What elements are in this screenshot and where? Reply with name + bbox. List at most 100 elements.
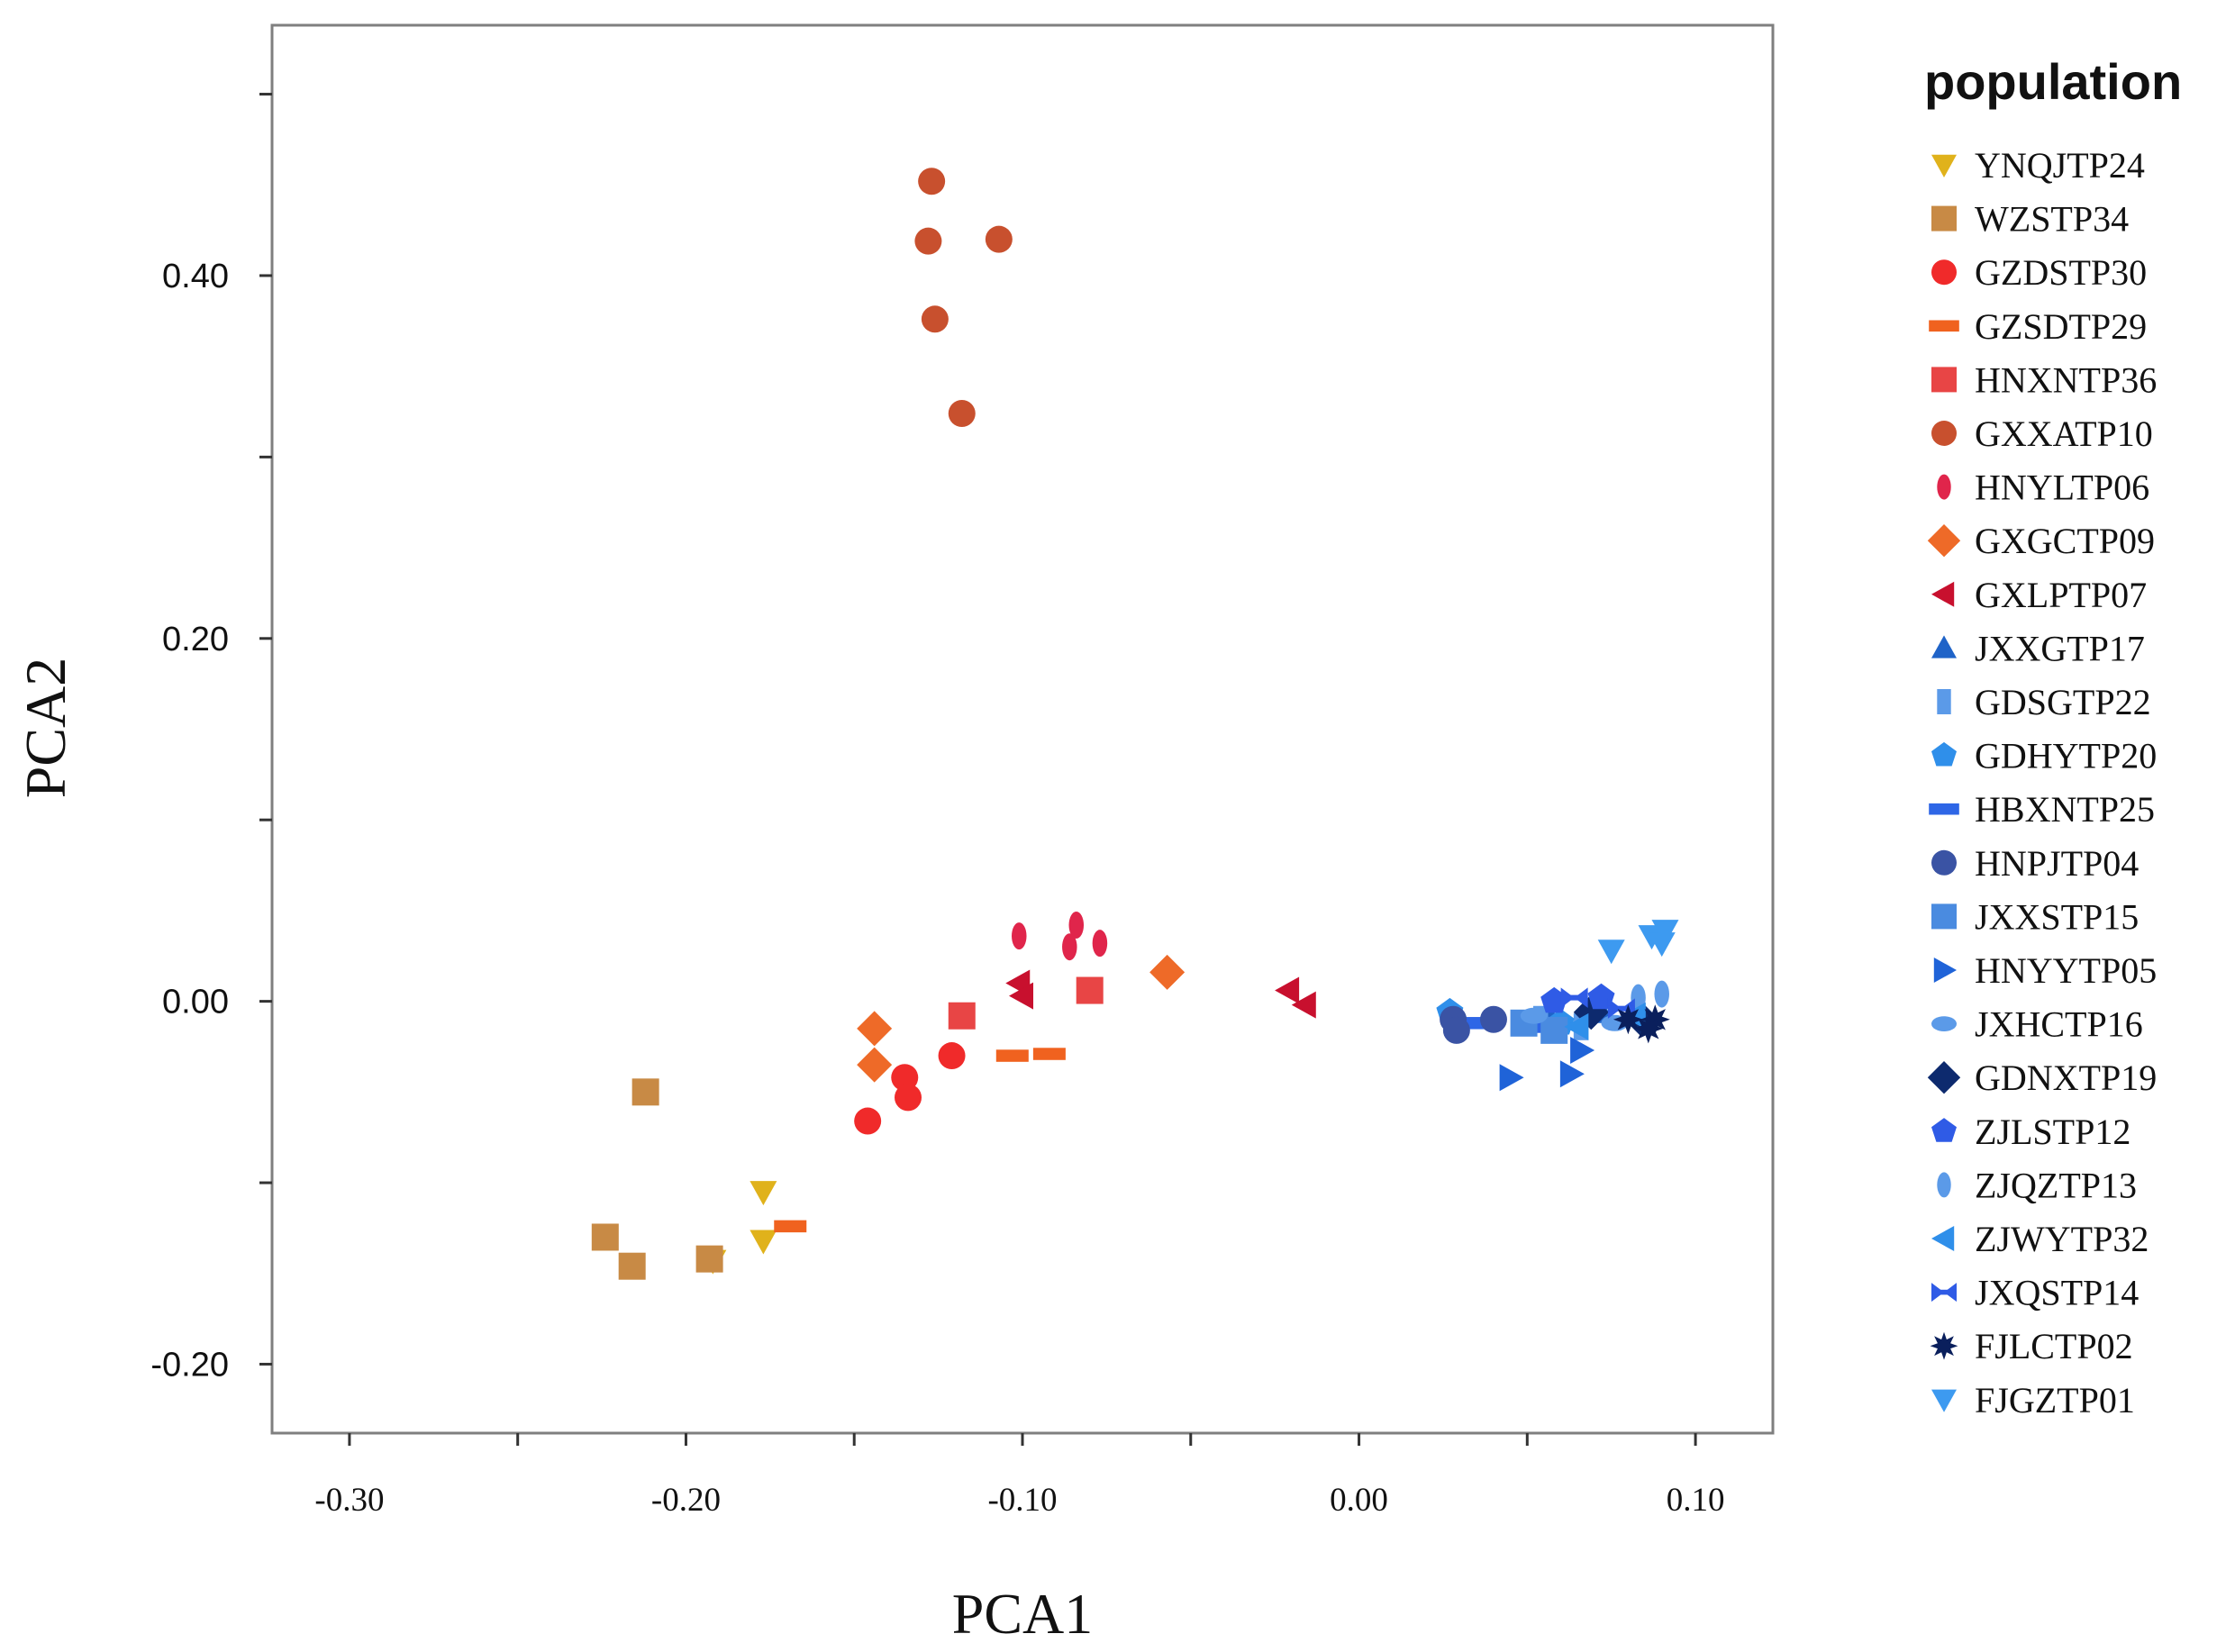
legend-label: FJLCTP02: [1975, 1326, 2133, 1366]
data-point: [854, 1107, 882, 1135]
y-tick-label: 0.40: [162, 258, 229, 295]
y-axis-title: PCA2: [14, 658, 77, 799]
legend-item: HNPJTP04: [1931, 843, 2139, 884]
legend-title: population: [1924, 53, 2182, 110]
legend-label: GDNXTP19: [1975, 1057, 2157, 1098]
legend-marker: [1931, 741, 1957, 767]
x-tick-label: -0.20: [651, 1482, 721, 1519]
legend-item: JXXSTP15: [1931, 896, 2139, 937]
legend-label: HBXNTP25: [1975, 789, 2155, 830]
legend-marker: [1931, 635, 1957, 658]
data-point: [750, 1230, 777, 1255]
data-point: [1076, 976, 1104, 1004]
data-point: [1012, 922, 1027, 950]
legend-label: JXHCTP16: [1975, 1004, 2143, 1045]
data-point: [948, 400, 976, 428]
legend-label: GZSDTP29: [1975, 306, 2147, 347]
legend-item: JXXGTP17: [1931, 628, 2145, 668]
legend-marker: [1929, 320, 1959, 332]
legend-marker: [1931, 581, 1955, 607]
legend-marker: [1931, 154, 1957, 177]
data-point: [914, 227, 942, 255]
series-HNXNTP36: [948, 976, 1104, 1030]
legend-item: GDNXTP19: [1927, 1057, 2157, 1098]
data-point: [985, 225, 1013, 253]
legend-label: GDSGTP22: [1975, 682, 2151, 722]
data-point: [1499, 1064, 1524, 1092]
data-point: [1633, 1013, 1664, 1044]
legend-item: GXGCTP09: [1927, 521, 2155, 561]
data-point: [1540, 1016, 1568, 1044]
legend-label: GZDSTP30: [1975, 252, 2147, 293]
legend-label: FJGZTP01: [1975, 1380, 2135, 1421]
legend-marker: [1930, 1331, 1958, 1360]
series-HNPJTP04: [1440, 1005, 1507, 1044]
data-point: [918, 168, 946, 195]
legend-marker: [1931, 903, 1957, 930]
legend-item: GXXATP10: [1931, 413, 2153, 454]
legend-marker: [1931, 1016, 1957, 1031]
legend-label: ZJQZTP13: [1975, 1165, 2137, 1205]
legend-label: GXGCTP09: [1975, 521, 2155, 561]
data-point: [1068, 912, 1085, 939]
data-point: [995, 1049, 1029, 1062]
data-point: [1597, 939, 1625, 965]
data-point: [774, 1220, 807, 1233]
legend-item: JXQSTP14: [1931, 1273, 2139, 1313]
data-point: [695, 1245, 723, 1273]
series-HNYYTP05: [1499, 1037, 1595, 1092]
legend-marker: [1937, 474, 1951, 500]
legend-item: YNQJTP24: [1931, 145, 2145, 186]
data-point: [857, 1011, 893, 1047]
y-tick-label: -0.20: [150, 1346, 229, 1384]
data-point: [1559, 1060, 1585, 1088]
legend-marker: [1937, 689, 1951, 714]
legend-item: ZJQZTP13: [1937, 1165, 2137, 1205]
axes: -0.20 0.00 0.20 0.40 -0.30 -0.20 -0.10 0.00 0.10: [150, 93, 1725, 1519]
legend-marker: [1931, 1226, 1955, 1251]
legend-label: ZJWYTP32: [1975, 1219, 2149, 1259]
x-axis-title: PCA1: [952, 1582, 1094, 1646]
data-point: [1648, 932, 1676, 958]
legend-item: WZSTP34: [1931, 199, 2129, 240]
legend-item: GDHYTP20: [1931, 736, 2157, 776]
legend-label: JXXGTP17: [1975, 628, 2145, 668]
x-tick-label: -0.30: [314, 1482, 384, 1519]
data-point: [1149, 954, 1186, 990]
series-GXGCTP09: [857, 954, 1186, 1083]
x-tick-label: -0.10: [987, 1482, 1057, 1519]
legend-marker: [1931, 421, 1957, 446]
legend-item: HNXNTP36: [1931, 359, 2157, 400]
y-tick-label: 0.00: [162, 984, 229, 1021]
legend-marker: [1933, 958, 1957, 983]
legend-label: GDHYTP20: [1975, 736, 2157, 776]
legend-item: FJLCTP02: [1930, 1326, 2133, 1366]
legend-label: GXLPTP07: [1975, 575, 2147, 615]
legend-item: HNYYTP05: [1933, 950, 2157, 991]
data-point: [1654, 980, 1669, 1008]
legend-marker: [1927, 524, 1961, 558]
data-point: [891, 1064, 919, 1092]
legend-item: GZDSTP30: [1931, 252, 2147, 293]
x-tick-label: 0.10: [1667, 1482, 1725, 1519]
x-tick-label: 0.00: [1330, 1482, 1388, 1519]
series-WZSTP34: [591, 1078, 723, 1280]
legend-marker: [1937, 1172, 1951, 1198]
legend-item: GXLPTP07: [1931, 575, 2147, 615]
series-GZSDTP29: [774, 1048, 1066, 1233]
legend-marker: [1931, 849, 1957, 876]
series-FJGZTP01: [1597, 920, 1679, 965]
legend-label: WZSTP34: [1975, 199, 2129, 240]
data-point: [1564, 1012, 1589, 1040]
data-point: [1092, 930, 1108, 958]
data-point: [1479, 1005, 1507, 1033]
data-point: [894, 1084, 922, 1112]
legend-item: GDSGTP22: [1937, 682, 2151, 722]
data-point: [591, 1223, 619, 1251]
data-points: [591, 168, 1679, 1280]
data-point: [1032, 1048, 1066, 1060]
legend-label: YNQJTP24: [1975, 145, 2145, 186]
data-point: [938, 1042, 966, 1070]
legend-label: ZJLSTP12: [1975, 1112, 2131, 1152]
